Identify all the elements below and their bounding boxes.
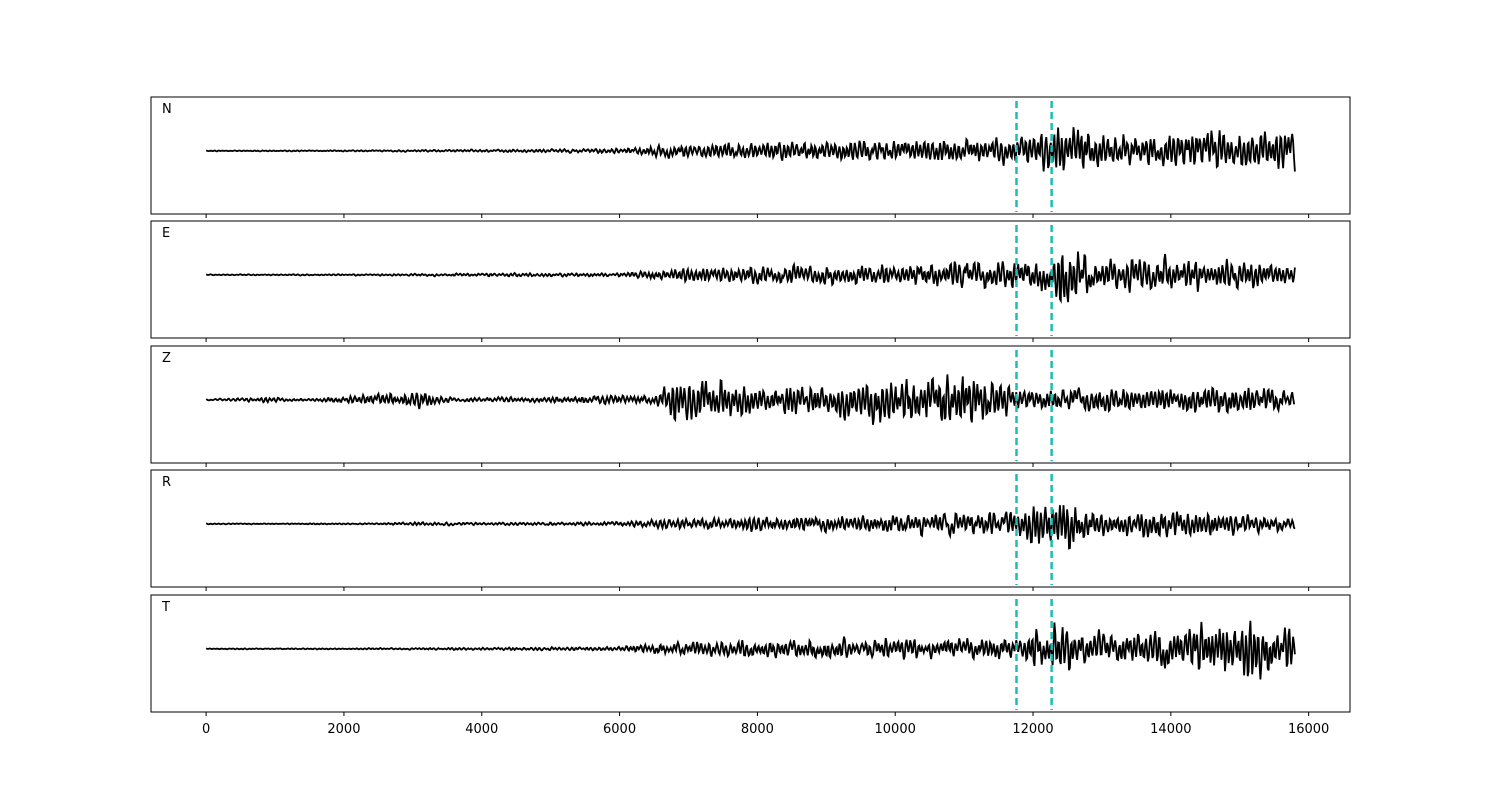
panel-label: T [161,600,170,615]
panel-e: E [150,220,1351,342]
x-tick-label: 0 [202,722,210,737]
panel-label: Z [162,351,171,366]
waveform-trace-n [205,127,1296,172]
panel-label: E [162,226,170,241]
waveform-trace-r [206,505,1296,550]
x-axis: 0 2000 4000 6000 8000 10000 12000 14000 16000 [202,722,1329,737]
x-tick-label: 6000 [603,722,636,737]
panel-z: Z [150,345,1351,467]
x-tick-label: 10000 [875,722,916,737]
x-tick-label: 8000 [741,722,774,737]
x-tick-label: 2000 [327,722,360,737]
x-tick-label: 16000 [1288,722,1329,737]
panel-label: N [162,102,172,117]
waveform-trace-e [205,251,1296,304]
panel-label: R [162,475,171,490]
x-tick-label: 12000 [1012,722,1053,737]
panel-n: N [150,96,1351,218]
panel-r: R [150,469,1351,591]
trace-panels: N E Z R T [150,96,1351,716]
x-tick-label: 14000 [1150,722,1191,737]
x-tick-label: 4000 [465,722,498,737]
panel-t: T [150,594,1351,716]
waveform-trace-t [205,620,1296,680]
waveform-trace-z [205,374,1295,425]
